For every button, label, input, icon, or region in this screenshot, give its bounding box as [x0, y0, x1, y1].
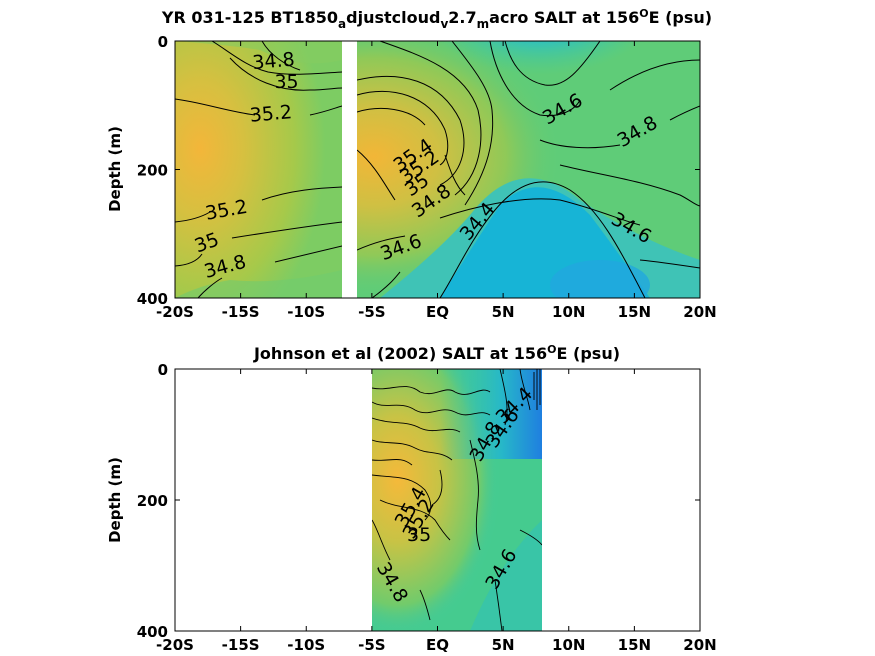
- bottom-contour-34-4: [499, 369, 508, 426]
- bottom-contour-deep-right: [519, 529, 542, 546]
- top-east-contour-34-8-mid: [559, 164, 700, 207]
- y-tick-label: 0: [158, 361, 168, 379]
- bottom-contour-35-2: [372, 474, 432, 521]
- top-east-contours: [357, 41, 700, 298]
- bottom-contour-34-6: [469, 439, 503, 631]
- y-tick-label: 200: [137, 492, 168, 510]
- top-west-field: [175, 41, 342, 298]
- top-east-contour-35-4: [357, 107, 466, 196]
- top-west-contour-34-8: [211, 41, 342, 75]
- top-west-contour-35-2-lower: [175, 186, 342, 223]
- top-x-tick-labels: -20S -15S -10S -5S EQ 5N 10N 15N 20N: [156, 303, 717, 321]
- x-tick-label: -20S: [156, 303, 194, 321]
- bottom-contours: [372, 369, 542, 631]
- bottom-contour-34-2: [519, 369, 541, 411]
- top-east-field: [357, 41, 700, 298]
- top-west-contour-35-lower: [175, 221, 342, 267]
- top-east-contour-34-4: [439, 181, 646, 298]
- y-tick-label: 400: [137, 623, 168, 641]
- x-tick-label: -10S: [287, 636, 325, 654]
- top-east-contour-34-4-surface: [504, 41, 601, 86]
- top-west-contour-34-8-lower: [197, 245, 342, 298]
- x-tick-label: -5S: [358, 303, 385, 321]
- top-east-contour-34-6: [357, 198, 641, 251]
- top-y-axis-label: Depth (m): [106, 126, 124, 212]
- top-east-contour-34-6-surface: [489, 41, 700, 117]
- x-tick-label: 5N: [492, 636, 515, 654]
- bottom-fresh-deep: [470, 520, 542, 631]
- top-title: YR 031-125 BT1850adjustcloudv2.7macro SA…: [161, 7, 712, 31]
- top-west-contour-35: [229, 57, 342, 91]
- x-tick-label: -10S: [287, 303, 325, 321]
- bottom-contour-35: [379, 499, 451, 541]
- bottom-tick-marks: [174, 368, 701, 632]
- bottom-contour-4: [372, 439, 453, 461]
- top-west-contour-35-2-upper: [175, 98, 342, 116]
- bottom-y-tick-labels: 0 200 400: [137, 361, 168, 641]
- top-east-contour-35: [357, 75, 465, 186]
- top-east-contour-35-2: [357, 90, 449, 166]
- top-east-fresh-core: [430, 41, 650, 135]
- top-east-fresh-deep-core: [550, 260, 650, 298]
- top-west-contour-34-8b: [261, 41, 301, 71]
- contour-label: 35: [274, 71, 298, 93]
- top-east-contour-34-8-surface: [539, 105, 700, 149]
- x-tick-label: -20S: [156, 636, 194, 654]
- x-tick-label: -15S: [222, 303, 260, 321]
- x-tick-label: 15N: [618, 636, 651, 654]
- x-tick-label: 20N: [683, 303, 716, 321]
- y-tick-label: 400: [137, 290, 168, 308]
- top-east-contour-34-8: [379, 41, 482, 196]
- bottom-contour-34-8: [372, 519, 431, 621]
- x-tick-label: EQ: [426, 636, 449, 654]
- contour-label: 34.8: [251, 48, 295, 74]
- top-east-contour-34-8b: [451, 41, 494, 206]
- x-tick-label: 20N: [683, 636, 716, 654]
- top-y-tick-labels: 0 200 400: [137, 33, 168, 308]
- bottom-contour-35-4: [372, 459, 443, 506]
- bottom-fresh-surface: [440, 369, 542, 459]
- top-tick-marks: [174, 40, 701, 299]
- top-west-fresh-surface: [175, 41, 342, 64]
- top-east-contour-35-4b: [357, 149, 396, 201]
- x-tick-label: -5S: [358, 636, 385, 654]
- top-west-fresh-deep: [175, 270, 342, 298]
- x-tick-label: 10N: [552, 636, 585, 654]
- bottom-contour-1: [372, 386, 491, 395]
- x-tick-label: 10N: [552, 303, 585, 321]
- contour-label: 35.2: [249, 101, 293, 127]
- top-east-contour-34-6-deep: [639, 259, 700, 269]
- top-east-contour-34-6b: [371, 271, 401, 298]
- x-tick-label: 5N: [492, 303, 515, 321]
- top-west-fill: [175, 41, 342, 298]
- bottom-contour-2: [372, 401, 491, 416]
- contour-label: 35: [407, 524, 431, 546]
- y-tick-label: 0: [158, 33, 168, 51]
- bottom-title: Johnson et al (2002) SALT at 156OE (psu): [253, 343, 620, 363]
- bottom-y-axis-label: Depth (m): [106, 457, 124, 543]
- y-tick-label: 200: [137, 162, 168, 180]
- bottom-x-tick-labels: -20S -15S -10S -5S EQ 5N 10N 15N 20N: [156, 636, 717, 654]
- x-tick-label: 15N: [618, 303, 651, 321]
- top-west-contours: [175, 41, 342, 298]
- x-tick-label: EQ: [426, 303, 449, 321]
- x-tick-label: -15S: [222, 636, 260, 654]
- top-panel: 34.83535.235.23534.835.435.23534.834.634…: [106, 7, 717, 321]
- bottom-contour-3: [372, 417, 461, 433]
- top-data-gap: [342, 39, 357, 301]
